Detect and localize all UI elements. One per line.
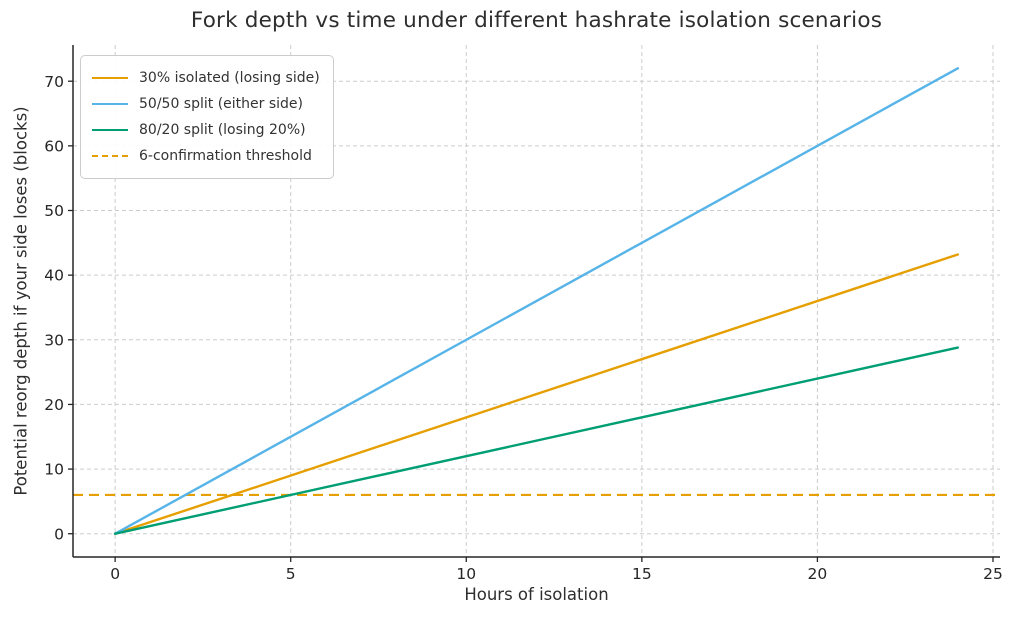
legend-item: 50/50 split (either side)	[92, 91, 320, 117]
x-tick-label: 0	[110, 565, 120, 583]
x-axis-label: Hours of isolation	[464, 585, 609, 604]
legend-line-sample	[92, 103, 128, 105]
x-tick-label: 5	[286, 565, 296, 583]
x-tick-label: 20	[808, 565, 828, 583]
y-tick-label: 40	[44, 267, 64, 285]
y-tick-label: 70	[44, 73, 64, 91]
series-line	[113, 67, 960, 535]
y-tick-label: 60	[44, 137, 64, 155]
legend-label: 80/20 split (losing 20%)	[139, 122, 306, 138]
y-tick-label: 0	[54, 525, 64, 543]
legend-label: 6-confirmation threshold	[139, 148, 312, 164]
legend-line-sample	[92, 155, 128, 157]
legend-line-sample	[92, 129, 128, 131]
legend-line-sample	[92, 77, 128, 79]
legend-item: 6-confirmation threshold	[92, 143, 320, 169]
y-tick-label: 10	[44, 461, 64, 479]
legend-label: 30% isolated (losing side)	[139, 70, 320, 86]
series-line	[113, 346, 960, 535]
y-tick-label: 20	[44, 396, 64, 414]
y-axis-label: Potential reorg depth if your side loses…	[11, 106, 31, 496]
y-tick-label: 50	[44, 202, 64, 220]
x-tick-label: 10	[456, 565, 476, 583]
y-tick-label: 30	[44, 331, 64, 349]
x-tick-label: 15	[632, 565, 652, 583]
legend-label: 50/50 split (either side)	[139, 96, 303, 112]
legend-item: 30% isolated (losing side)	[92, 65, 320, 91]
series-line	[113, 253, 960, 535]
legend: 30% isolated (losing side) 50/50 split (e…	[80, 55, 334, 179]
x-tick-label: 25	[983, 565, 1003, 583]
legend-item: 80/20 split (losing 20%)	[92, 117, 320, 143]
chart-title: Fork depth vs time under different hashr…	[190, 8, 883, 33]
